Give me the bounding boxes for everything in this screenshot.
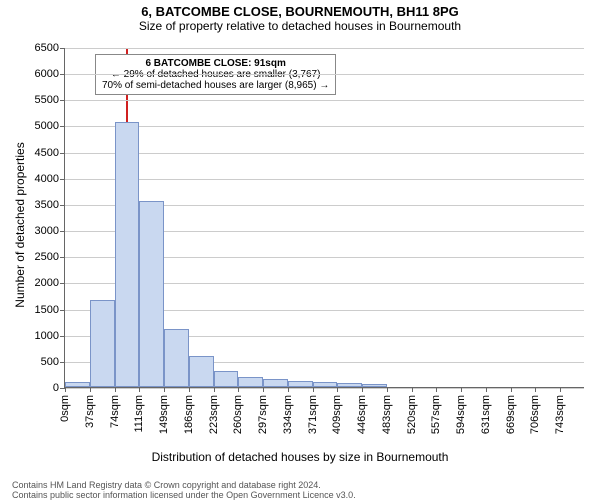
ytick-label: 6500 xyxy=(35,42,65,54)
histogram-bar xyxy=(313,382,338,387)
ytick-label: 0 xyxy=(53,382,65,394)
xtick-label: 483sqm xyxy=(381,395,393,434)
xtick-mark xyxy=(535,387,536,392)
xtick-mark xyxy=(436,387,437,392)
xtick-mark xyxy=(65,387,66,392)
gridline xyxy=(65,126,584,127)
chart-subtitle: Size of property relative to detached ho… xyxy=(0,19,600,33)
xtick-mark xyxy=(412,387,413,392)
xtick-mark xyxy=(263,387,264,392)
xtick-mark xyxy=(486,387,487,392)
gridline xyxy=(65,74,584,75)
xtick-label: 706sqm xyxy=(529,395,541,434)
gridline xyxy=(65,388,584,389)
xtick-mark xyxy=(189,387,190,392)
histogram-bar xyxy=(238,377,263,387)
histogram-bar xyxy=(139,201,164,387)
ytick-label: 3500 xyxy=(35,199,65,211)
xtick-mark xyxy=(313,387,314,392)
ytick-label: 500 xyxy=(41,356,65,368)
xtick-label: 669sqm xyxy=(505,395,517,434)
histogram-bar xyxy=(189,356,214,387)
xtick-label: 594sqm xyxy=(455,395,467,434)
ytick-label: 1500 xyxy=(35,304,65,316)
xtick-mark xyxy=(238,387,239,392)
xtick-mark xyxy=(139,387,140,392)
gridline xyxy=(65,100,584,101)
xtick-mark xyxy=(560,387,561,392)
ytick-label: 5000 xyxy=(35,120,65,132)
xtick-mark xyxy=(90,387,91,392)
annotation-line-3: 70% of semi-detached houses are larger (… xyxy=(102,80,329,91)
histogram-bar xyxy=(65,382,90,387)
xtick-label: 37sqm xyxy=(84,395,96,428)
ytick-label: 4000 xyxy=(35,173,65,185)
ytick-label: 2000 xyxy=(35,277,65,289)
footer-attribution: Contains HM Land Registry data © Crown c… xyxy=(12,480,356,500)
gridline xyxy=(65,48,584,49)
ytick-label: 2500 xyxy=(35,251,65,263)
xtick-mark xyxy=(288,387,289,392)
xtick-label: 446sqm xyxy=(356,395,368,434)
xtick-label: 223sqm xyxy=(208,395,220,434)
xtick-label: 520sqm xyxy=(406,395,418,434)
ytick-label: 4500 xyxy=(35,147,65,159)
x-axis-label: Distribution of detached houses by size … xyxy=(0,450,600,464)
ytick-label: 1000 xyxy=(35,330,65,342)
xtick-label: 409sqm xyxy=(331,395,343,434)
histogram-bar xyxy=(90,300,115,387)
footer-line-2: Contains public sector information licen… xyxy=(12,490,356,500)
chart-title: 6, BATCOMBE CLOSE, BOURNEMOUTH, BH11 8PG xyxy=(0,4,600,19)
xtick-mark xyxy=(115,387,116,392)
xtick-label: 0sqm xyxy=(59,395,71,422)
xtick-label: 371sqm xyxy=(307,395,319,434)
xtick-mark xyxy=(461,387,462,392)
xtick-label: 186sqm xyxy=(183,395,195,434)
gridline xyxy=(65,179,584,180)
xtick-label: 557sqm xyxy=(430,395,442,434)
annotation-line-1: 6 BATCOMBE CLOSE: 91sqm xyxy=(102,58,329,69)
xtick-label: 260sqm xyxy=(232,395,244,434)
histogram-bar xyxy=(337,383,362,387)
footer-line-1: Contains HM Land Registry data © Crown c… xyxy=(12,480,356,490)
xtick-label: 334sqm xyxy=(282,395,294,434)
histogram-bar xyxy=(115,122,140,387)
xtick-mark xyxy=(214,387,215,392)
histogram-bar xyxy=(263,379,288,387)
y-axis-label: Number of detached properties xyxy=(13,125,27,325)
xtick-label: 111sqm xyxy=(133,395,145,433)
xtick-label: 743sqm xyxy=(554,395,566,434)
xtick-label: 297sqm xyxy=(257,395,269,434)
xtick-mark xyxy=(337,387,338,392)
xtick-mark xyxy=(362,387,363,392)
gridline xyxy=(65,153,584,154)
chart-plot-area: 6 BATCOMBE CLOSE: 91sqm ← 29% of detache… xyxy=(64,48,584,388)
ytick-label: 6000 xyxy=(35,68,65,80)
histogram-bar xyxy=(164,329,189,387)
xtick-label: 149sqm xyxy=(158,395,170,434)
histogram-bar xyxy=(362,384,387,387)
histogram-bar xyxy=(288,381,313,387)
xtick-mark xyxy=(511,387,512,392)
xtick-mark xyxy=(387,387,388,392)
xtick-mark xyxy=(164,387,165,392)
ytick-label: 5500 xyxy=(35,94,65,106)
histogram-bar xyxy=(214,371,239,387)
xtick-label: 74sqm xyxy=(109,395,121,428)
ytick-label: 3000 xyxy=(35,225,65,237)
xtick-label: 631sqm xyxy=(480,395,492,434)
